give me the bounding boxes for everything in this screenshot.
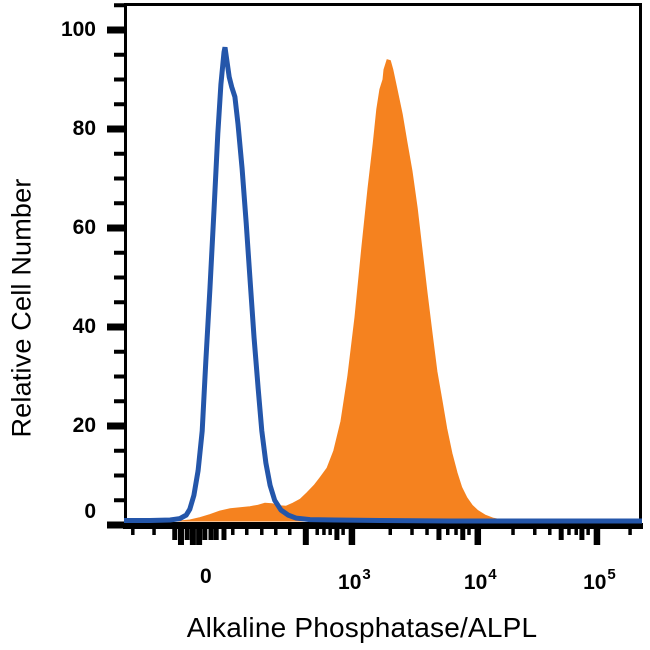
x-minor-tick xyxy=(446,528,450,535)
y-tick-label-80: 80 xyxy=(72,117,96,140)
x-major-tick xyxy=(474,528,482,545)
x-minor-tick xyxy=(533,528,537,535)
y-tick-label-0: 0 xyxy=(84,500,96,523)
orange-filled-histogram-curve xyxy=(172,59,552,522)
x-minor-tick xyxy=(177,528,184,545)
y-tick-label-60: 60 xyxy=(72,216,96,239)
y-minor-tick xyxy=(114,3,124,8)
y-major-tick xyxy=(107,224,124,232)
x-minor-tick xyxy=(221,528,227,540)
y-minor-tick xyxy=(114,77,124,82)
x-minor-tick xyxy=(460,528,466,540)
y-tick-label-100: 100 xyxy=(60,18,96,41)
x-minor-tick xyxy=(574,528,578,535)
x-minor-tick xyxy=(341,528,345,535)
y-minor-tick xyxy=(114,52,124,57)
x-tick-label-104: 104 xyxy=(463,566,497,594)
y-minor-tick xyxy=(114,151,124,156)
y-minor-tick xyxy=(114,399,124,404)
x-minor-tick xyxy=(184,528,190,540)
x-axis-title: Alkaline Phosphatase/ALPL xyxy=(186,612,538,643)
x-tick-label-105: 105 xyxy=(583,566,616,594)
x-major-tick xyxy=(348,528,356,545)
x-minor-tick xyxy=(245,528,249,535)
x-minor-tick xyxy=(410,528,414,535)
y-minor-tick xyxy=(114,176,124,181)
x-minor-tick xyxy=(388,528,393,535)
x-minor-tick xyxy=(202,528,208,540)
y-major-tick xyxy=(107,422,124,430)
x-minor-tick xyxy=(628,528,632,535)
y-tick-label-20: 20 xyxy=(72,414,96,437)
x-minor-tick xyxy=(231,528,235,535)
x-minor-tick xyxy=(579,528,585,540)
x-minor-tick xyxy=(208,528,214,540)
y-minor-tick xyxy=(114,374,124,379)
x-minor-tick xyxy=(274,528,278,535)
x-major-tick xyxy=(593,528,601,545)
x-tick-label-0: 0 xyxy=(200,565,212,588)
y-minor-tick xyxy=(114,250,124,255)
y-minor-tick xyxy=(114,275,124,280)
y-minor-tick xyxy=(114,300,124,305)
x-minor-tick xyxy=(548,528,552,535)
y-major-tick xyxy=(107,125,124,133)
y-minor-tick xyxy=(114,498,124,503)
x-minor-tick xyxy=(328,528,332,535)
x-minor-tick xyxy=(322,528,326,535)
x-minor-tick xyxy=(302,528,309,545)
x-minor-tick xyxy=(260,528,264,535)
x-minor-tick xyxy=(288,528,292,535)
x-tick-label-103: 103 xyxy=(338,566,371,594)
x-minor-tick xyxy=(213,528,219,540)
x-minor-tick xyxy=(315,528,319,535)
x-minor-tick xyxy=(196,528,203,545)
x-minor-tick xyxy=(436,528,442,540)
y-minor-tick xyxy=(114,473,124,478)
blue-open-histogram-curve xyxy=(124,46,642,524)
y-minor-tick xyxy=(114,349,124,354)
x-minor-tick xyxy=(586,528,590,535)
x-minor-tick xyxy=(152,528,156,535)
y-major-tick xyxy=(107,26,124,34)
x-minor-tick xyxy=(189,528,196,545)
y-tick-label-40: 40 xyxy=(72,315,96,338)
x-minor-tick xyxy=(558,528,564,540)
x-minor-tick xyxy=(567,528,571,535)
y-minor-tick xyxy=(114,201,124,206)
x-minor-tick xyxy=(172,528,178,540)
y-minor-tick xyxy=(114,102,124,107)
y-minor-tick xyxy=(114,448,124,453)
y-major-tick xyxy=(107,521,124,529)
x-minor-tick xyxy=(467,528,471,535)
x-minor-tick xyxy=(454,528,458,535)
x-minor-tick xyxy=(131,528,135,535)
y-major-tick xyxy=(107,323,124,331)
x-minor-tick xyxy=(334,528,340,540)
x-minor-tick xyxy=(511,528,515,535)
x-minor-tick xyxy=(425,528,429,535)
